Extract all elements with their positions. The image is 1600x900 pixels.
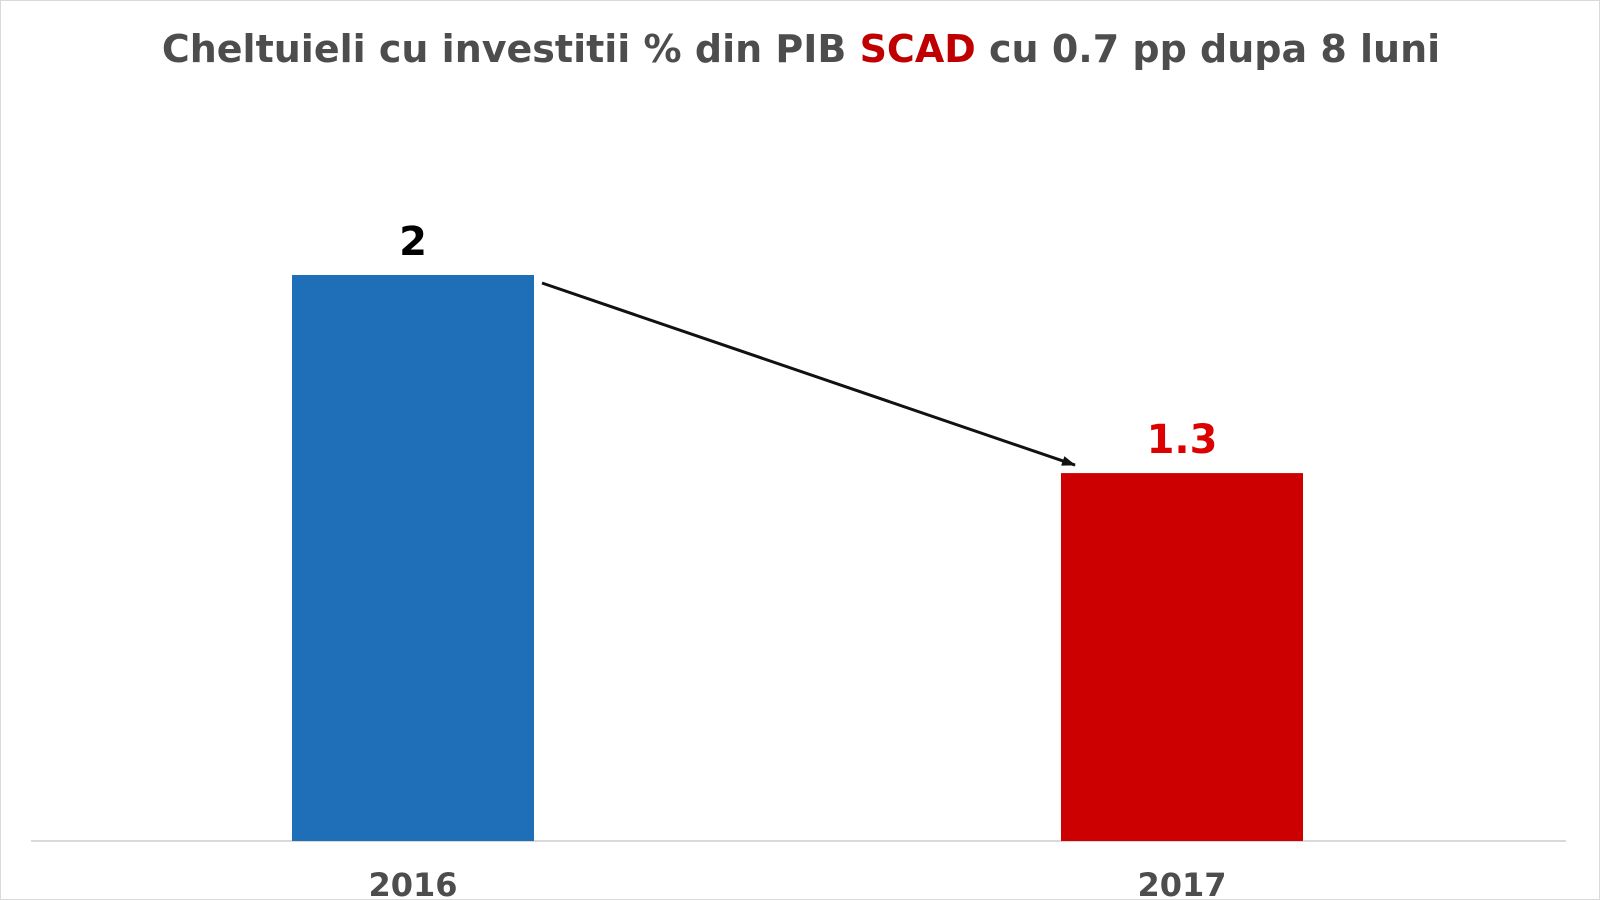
bar-2016 bbox=[292, 275, 534, 841]
chart-title-after: cu 0.7 pp dupa 8 luni bbox=[975, 27, 1441, 71]
data-label-2017: 1.3 bbox=[1147, 417, 1218, 463]
trend-arrow bbox=[541, 281, 1076, 467]
chart-title: Cheltuieli cu investitii % din PIB SCAD … bbox=[141, 23, 1461, 75]
data-label-2016: 2 bbox=[399, 219, 427, 265]
chart-title-highlight: SCAD bbox=[859, 27, 976, 71]
bar-2017 bbox=[1061, 473, 1303, 841]
x-tick-label-2017: 2017 bbox=[1137, 866, 1226, 899]
x-tick-label-2016: 2016 bbox=[368, 866, 457, 899]
chart-title-before: Cheltuieli cu investitii % din PIB bbox=[161, 27, 860, 71]
